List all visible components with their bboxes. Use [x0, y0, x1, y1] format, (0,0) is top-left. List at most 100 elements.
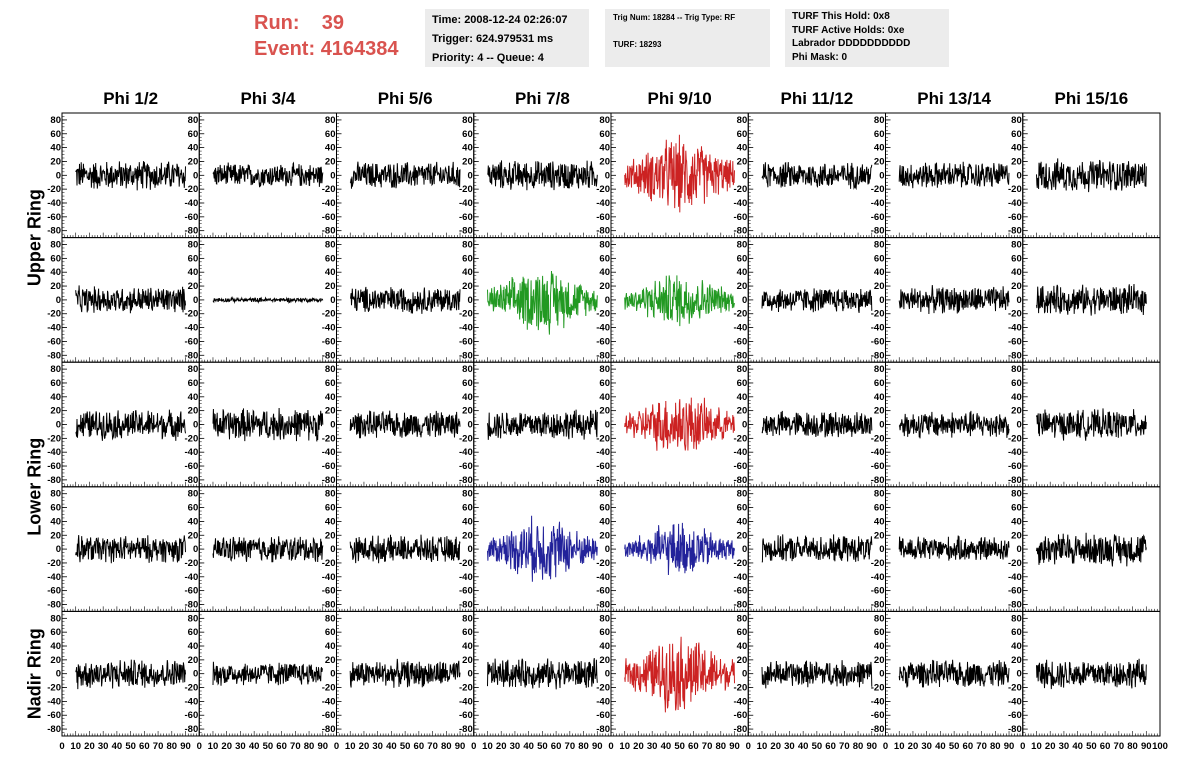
y-tick-label: 0: [605, 170, 610, 181]
y-tick-label: -40: [185, 323, 199, 334]
waveform-panel: 80 60 40 20 0 -20 -40 -60 -80: [734, 237, 886, 363]
y-tick-label: -40: [322, 323, 336, 334]
y-tick-label: 40: [462, 267, 473, 278]
y-tick-label: -40: [1008, 198, 1022, 209]
waveform-panel: 80 60 40 20 0 -20 -40 -60 -80: [47, 361, 200, 488]
y-tick-label: 40: [1011, 641, 1022, 652]
y-tick-label: -60: [459, 461, 473, 472]
y-tick-label: 0: [605, 669, 610, 680]
x-tick-label: 30: [1059, 741, 1070, 752]
y-tick-label: -60: [871, 212, 885, 223]
y-tick-label: 80: [188, 240, 199, 251]
waveform-trace: [1036, 532, 1147, 567]
waveform-panel: 80 60 40 20 0 -20 -40 -60 -80: [734, 361, 886, 488]
x-tick-label: 90: [317, 741, 328, 752]
y-tick-label: 20: [325, 406, 336, 417]
y-tick-label: -80: [47, 475, 61, 486]
x-tick-label: 20: [359, 741, 370, 752]
waveform-panel: 80 60 40 20 0 -20 -40 -60 -80: [322, 486, 475, 612]
waveform-panel: 80 60 40 20 0 -20 -40 -60 -80: [322, 237, 475, 363]
x-tick-label: 90: [180, 741, 191, 752]
x-tick-label: 70: [565, 741, 576, 752]
y-tick-label: 0: [330, 295, 335, 306]
y-tick-label: 20: [1011, 655, 1022, 666]
waveform-panel: 80 60 40 20 0 -20 -40 -60 -80: [459, 486, 612, 612]
y-tick-label: -40: [734, 696, 748, 707]
waveform-trace: [898, 535, 1010, 561]
y-tick-label: -60: [596, 461, 610, 472]
y-tick-label: -40: [322, 572, 336, 583]
y-tick-label: -80: [871, 350, 885, 361]
x-tick-label: 10: [70, 741, 81, 752]
y-tick-label: 80: [874, 489, 885, 500]
x-tick-label: 20: [496, 741, 507, 752]
y-tick-label: 40: [188, 641, 199, 652]
y-tick-label: 20: [874, 156, 885, 167]
y-tick-label: 0: [330, 544, 335, 555]
y-tick-label: -80: [871, 599, 885, 610]
waveform-trace: [349, 658, 461, 688]
y-tick-label: 80: [737, 364, 748, 375]
y-tick-label: 80: [1011, 364, 1022, 375]
waveform-panel: 80 60 40 20 0 -20 -40 -60 -80: [734, 486, 886, 612]
y-tick-label: -80: [185, 226, 199, 237]
y-tick-label: -20: [734, 558, 748, 569]
y-tick-label: 20: [737, 530, 748, 541]
y-tick-label: -60: [734, 586, 748, 597]
y-tick-label: 20: [188, 406, 199, 417]
y-tick-label: -40: [185, 572, 199, 583]
y-tick-label: -20: [734, 433, 748, 444]
y-tick-label: 80: [50, 240, 61, 251]
y-tick-label: 40: [737, 641, 748, 652]
y-tick-label: 20: [1011, 530, 1022, 541]
y-tick-label: -60: [734, 212, 748, 223]
waveform-panel: 80 60 40 20 0 -20 -40 -60 -80: [596, 112, 749, 239]
y-tick-label: 60: [188, 503, 199, 514]
y-tick-label: -80: [459, 599, 473, 610]
x-tick-label: 40: [112, 741, 123, 752]
waveform-trace: [624, 397, 735, 451]
x-tick-label: 10: [619, 741, 630, 752]
column-header: Phi 9/10: [647, 89, 711, 108]
trig-num-text: Trig Num: 18284 -- Trig Type: RF: [613, 13, 736, 22]
y-tick-label: -80: [871, 724, 885, 735]
y-tick-label: -60: [871, 586, 885, 597]
y-tick-label: 20: [462, 530, 473, 541]
y-tick-label: -60: [734, 336, 748, 347]
y-tick-label: 80: [599, 489, 610, 500]
y-tick-label: -40: [871, 696, 885, 707]
y-tick-label: 0: [467, 295, 472, 306]
y-tick-label: 60: [599, 503, 610, 514]
y-tick-label: -80: [596, 599, 610, 610]
waveform-trace: [761, 288, 873, 313]
y-tick-label: -60: [596, 586, 610, 597]
y-tick-label: -20: [596, 558, 610, 569]
y-tick-label: 60: [599, 129, 610, 140]
y-tick-label: -60: [871, 336, 885, 347]
y-tick-label: -40: [459, 572, 473, 583]
y-tick-label: 60: [325, 129, 336, 140]
y-tick-label: 0: [879, 295, 884, 306]
y-tick-label: 40: [325, 267, 336, 278]
waveform-trace: [624, 275, 735, 327]
y-tick-label: -20: [1008, 433, 1022, 444]
y-tick-label: 0: [56, 295, 61, 306]
waveform-panel: 80 60 40 20 0 -20 -40 -60 -80: [1008, 361, 1161, 488]
y-tick-label: 80: [737, 613, 748, 624]
y-tick-label: -80: [1008, 226, 1022, 237]
waveform-panel: 80 60 40 20 0 -20 -40 -60 -80: [185, 237, 337, 363]
y-tick-label: -20: [596, 184, 610, 195]
y-tick-label: 60: [737, 378, 748, 389]
y-tick-label: -60: [459, 710, 473, 721]
y-tick-label: 20: [462, 281, 473, 292]
y-tick-label: -40: [734, 198, 748, 209]
y-tick-label: 0: [56, 170, 61, 181]
x-tick-label: 90: [455, 741, 466, 752]
y-tick-label: 0: [605, 295, 610, 306]
x-tick-label: 10: [757, 741, 768, 752]
y-tick-label: 0: [193, 420, 198, 431]
y-tick-label: -80: [459, 226, 473, 237]
x-tick-label: 50: [812, 741, 823, 752]
waveform-trace: [212, 536, 324, 563]
y-tick-label: 80: [188, 115, 199, 126]
